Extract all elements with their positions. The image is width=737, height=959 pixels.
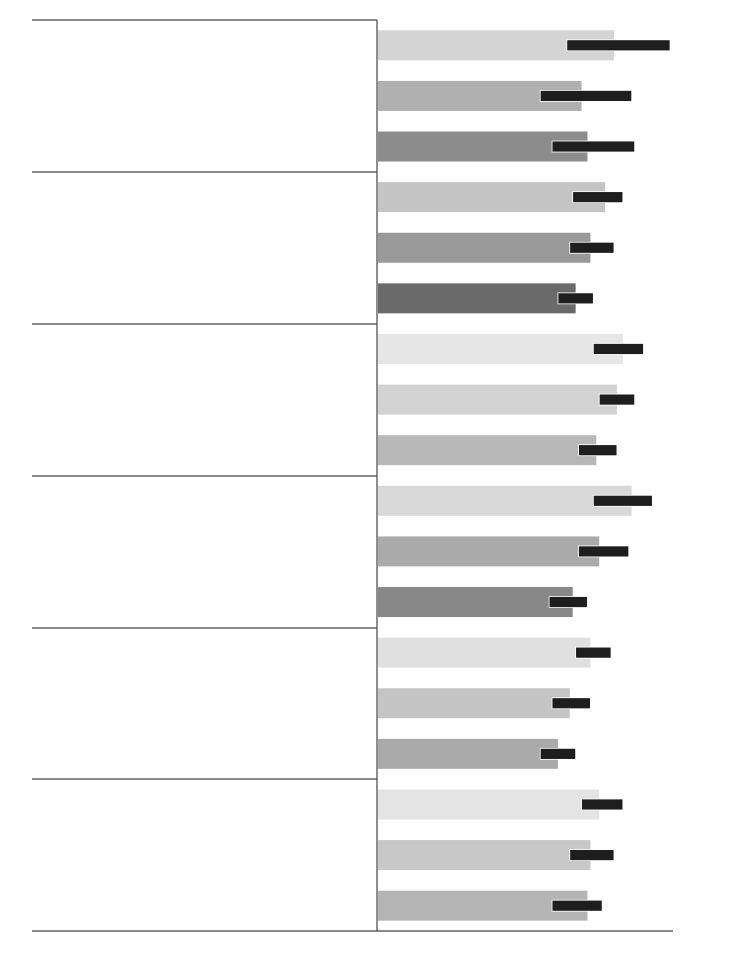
bar	[378, 738, 558, 769]
interval	[592, 343, 644, 355]
bar	[378, 536, 600, 567]
interval	[539, 747, 577, 760]
interval	[575, 646, 612, 659]
bar	[378, 688, 570, 719]
bar	[378, 637, 591, 668]
interval	[572, 191, 624, 204]
bar	[378, 587, 573, 618]
interval	[569, 241, 615, 254]
group-separators	[32, 19, 673, 932]
bar	[378, 485, 632, 516]
interval	[578, 444, 618, 457]
bar	[378, 333, 623, 364]
interval	[551, 140, 636, 153]
bar	[378, 789, 600, 820]
bar	[378, 840, 591, 871]
interval	[548, 596, 588, 608]
interval	[578, 545, 630, 558]
interval	[557, 292, 594, 305]
interval	[569, 849, 615, 861]
bar	[378, 182, 606, 213]
interval	[581, 798, 624, 811]
interval	[551, 899, 603, 912]
interval	[539, 90, 633, 102]
bar	[378, 232, 591, 263]
bar	[378, 384, 617, 415]
bar	[378, 435, 597, 466]
interval	[551, 697, 591, 710]
interval	[592, 494, 653, 507]
interval	[598, 393, 636, 406]
bar	[378, 283, 576, 314]
interval	[566, 39, 671, 52]
